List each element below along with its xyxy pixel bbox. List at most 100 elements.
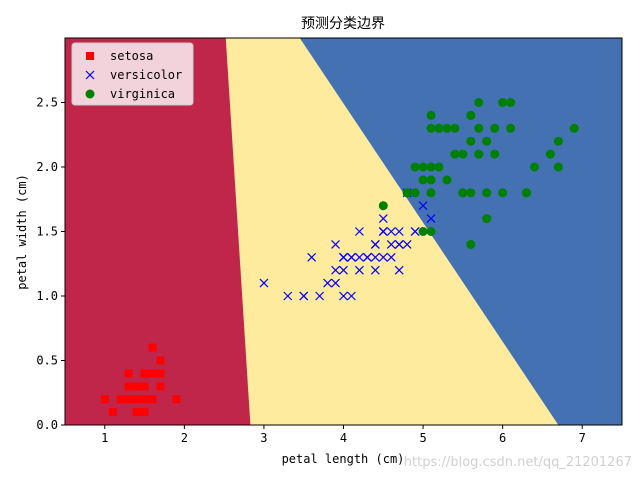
watermark: https://blog.csdn.net/qq_21201267 bbox=[404, 455, 632, 470]
point-virginica bbox=[466, 110, 476, 120]
point-versicolor bbox=[426, 214, 436, 224]
point-versicolor bbox=[410, 227, 420, 236]
point-versicolor bbox=[394, 239, 404, 249]
point-versicolor bbox=[386, 239, 396, 249]
point-versicolor bbox=[339, 252, 348, 262]
point-virginica bbox=[410, 188, 420, 198]
legend-box bbox=[71, 42, 194, 106]
y-tick-label: 2.5 bbox=[36, 96, 58, 110]
legend: setosa versicolor virginica bbox=[71, 42, 194, 106]
point-virginica bbox=[498, 98, 508, 107]
legend-label-versicolor: versicolor bbox=[110, 68, 182, 82]
x-tick-label: 1 bbox=[101, 431, 108, 445]
point-versicolor bbox=[370, 239, 380, 249]
y-tick-label: 2.0 bbox=[36, 160, 58, 174]
point-setosa bbox=[124, 369, 133, 378]
point-virginica bbox=[553, 162, 563, 172]
point-versicolor bbox=[386, 227, 396, 236]
point-virginica bbox=[529, 162, 539, 172]
point-versicolor bbox=[378, 214, 388, 224]
point-virginica bbox=[482, 214, 492, 224]
point-setosa bbox=[156, 382, 165, 391]
point-versicolor bbox=[331, 265, 340, 275]
point-virginica bbox=[426, 110, 436, 120]
point-setosa bbox=[172, 395, 181, 404]
point-versicolor bbox=[394, 265, 404, 275]
point-versicolor bbox=[299, 291, 309, 301]
point-versicolor bbox=[307, 252, 317, 262]
point-virginica bbox=[426, 175, 436, 185]
point-versicolor bbox=[347, 291, 356, 301]
series-setosa bbox=[100, 343, 181, 417]
point-virginica bbox=[506, 98, 516, 107]
x-tick-label: 2 bbox=[181, 431, 188, 445]
series-versicolor bbox=[259, 188, 436, 301]
point-virginica bbox=[418, 162, 428, 172]
x-tick-label: 6 bbox=[499, 431, 506, 445]
point-virginica bbox=[553, 136, 563, 146]
point-virginica bbox=[418, 175, 428, 185]
point-versicolor bbox=[418, 201, 428, 211]
x-tick-label: 7 bbox=[579, 431, 586, 445]
point-versicolor bbox=[347, 252, 356, 262]
point-virginica bbox=[434, 162, 444, 172]
point-virginica bbox=[450, 149, 460, 159]
point-setosa bbox=[156, 356, 165, 365]
point-versicolor bbox=[394, 227, 404, 236]
point-virginica bbox=[402, 188, 412, 198]
point-setosa bbox=[132, 395, 141, 404]
point-setosa bbox=[124, 395, 133, 404]
point-virginica bbox=[434, 123, 444, 133]
y-tick-label: 1.5 bbox=[36, 225, 58, 239]
legend-marker-virginica bbox=[85, 89, 95, 99]
y-axis-label: petal width (cm) bbox=[15, 174, 29, 290]
point-virginica bbox=[418, 227, 428, 236]
point-virginica bbox=[545, 149, 555, 159]
point-versicolor bbox=[370, 252, 380, 262]
point-versicolor bbox=[354, 252, 364, 262]
point-versicolor bbox=[339, 265, 348, 275]
legend-label-virginica: virginica bbox=[110, 87, 175, 101]
x-axis-ticks: 1 2 3 4 5 6 7 bbox=[101, 425, 586, 445]
point-virginica bbox=[426, 227, 436, 236]
legend-marker-setosa bbox=[86, 52, 94, 60]
point-versicolor bbox=[370, 265, 380, 275]
point-setosa bbox=[140, 408, 149, 417]
x-axis-label: petal length (cm) bbox=[282, 452, 405, 466]
point-versicolor bbox=[331, 278, 340, 288]
x-tick-label: 3 bbox=[260, 431, 267, 445]
point-setosa bbox=[148, 369, 157, 378]
point-virginica bbox=[506, 123, 516, 133]
data-points bbox=[100, 98, 579, 417]
point-setosa bbox=[140, 395, 149, 404]
point-virginica bbox=[482, 188, 492, 198]
point-virginica bbox=[426, 162, 436, 172]
point-virginica bbox=[378, 201, 388, 211]
point-virginica bbox=[498, 188, 508, 198]
point-versicolor bbox=[323, 278, 333, 288]
point-virginica bbox=[522, 188, 532, 198]
point-virginica bbox=[482, 136, 492, 146]
point-setosa bbox=[148, 343, 157, 352]
point-setosa bbox=[100, 395, 109, 404]
point-versicolor bbox=[386, 252, 396, 262]
point-virginica bbox=[426, 188, 436, 198]
point-setosa bbox=[132, 382, 141, 391]
point-virginica bbox=[442, 175, 452, 185]
point-versicolor bbox=[259, 278, 269, 288]
y-tick-label: 1.0 bbox=[36, 289, 58, 303]
series-virginica bbox=[378, 98, 579, 249]
point-setosa bbox=[124, 382, 133, 391]
point-setosa bbox=[148, 395, 157, 404]
point-versicolor bbox=[378, 252, 388, 262]
point-versicolor bbox=[331, 239, 340, 249]
point-versicolor bbox=[354, 227, 364, 236]
point-virginica bbox=[466, 239, 476, 249]
point-versicolor bbox=[339, 291, 348, 301]
point-virginica bbox=[569, 123, 579, 133]
legend-marker-versicolor bbox=[85, 70, 95, 80]
point-virginica bbox=[474, 98, 484, 107]
point-virginica bbox=[426, 123, 436, 133]
point-versicolor bbox=[378, 227, 388, 236]
